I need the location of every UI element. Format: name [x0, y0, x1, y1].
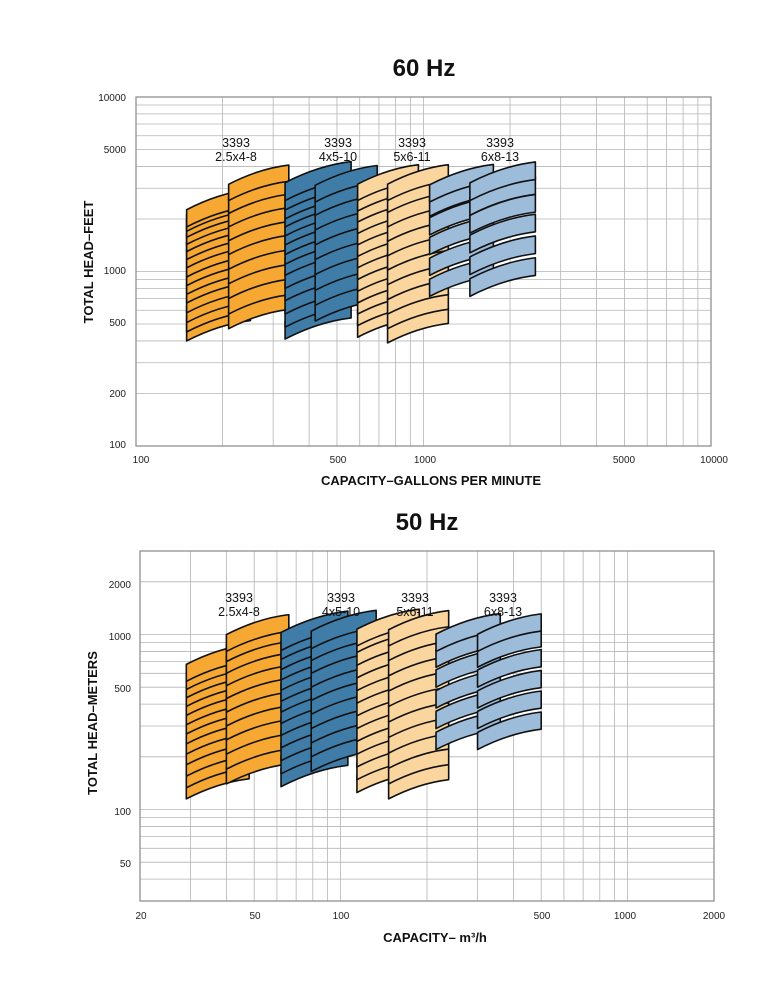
c50-6x8-13-col1-tile1-area: [476, 690, 543, 730]
x-tick-label: 20: [135, 911, 147, 922]
group-size-label: 4x5-10: [322, 605, 360, 619]
c60-4x5-10-col0-tile13-area: [284, 160, 352, 202]
y-tick-label: 500: [109, 318, 126, 329]
chart-50hz-y-tick-labels: 2000 1000 500 100 50: [109, 580, 132, 870]
c60-2.5x4-8-col1-tile9-area: [227, 164, 290, 202]
chart-60hz-y-axis-label: TOTAL HEAD–FEET: [81, 201, 96, 324]
group-model-label: 3393: [489, 591, 517, 605]
group-size-label: 6x8-13: [481, 150, 519, 164]
c50-5x6-11-col0-tile12-area: [356, 608, 421, 647]
chart-50hz-title: 50 Hz: [396, 509, 459, 536]
x-tick-label: 100: [133, 455, 150, 466]
group-model-label: 3393: [324, 136, 352, 150]
x-tick-label: 100: [333, 911, 350, 922]
c50-2.5x4-8-col1-tile10-area: [225, 613, 290, 653]
chart-60hz-coverage-areas: [185, 160, 537, 344]
x-tick-label: 500: [330, 455, 347, 466]
chart-60hz: 60 Hz 10000 5000 1000 500 200 100 100 50…: [81, 55, 728, 488]
group-size-label: 4x5-10: [319, 150, 357, 164]
x-tick-label: 500: [534, 911, 551, 922]
c50-6x8-13-col1-tile5-area: [476, 613, 543, 653]
group-model-label: 3393: [486, 136, 514, 150]
c50-4x5-10-col1-tile9-area: [310, 609, 377, 650]
y-tick-label: 1000: [104, 266, 127, 277]
y-tick-label: 10000: [98, 93, 126, 104]
chart-50hz-coverage-areas: [185, 608, 543, 800]
x-tick-label: 1000: [414, 455, 437, 466]
chart-60hz-plot-frame: [135, 96, 712, 447]
y-tick-label: 500: [114, 684, 131, 695]
y-tick-label: 50: [120, 859, 132, 870]
group-model-label: 3393: [327, 591, 355, 605]
c50-5x6-11-col1-tile10-area: [387, 609, 450, 647]
c50-6x8-13-col1-tile2-area: [476, 669, 543, 709]
chart-50hz-x-axis-label: CAPACITY– m³/h: [383, 930, 487, 945]
chart-50hz-plot-frame: [139, 550, 715, 902]
chart-60hz-x-axis-label: CAPACITY–GALLONS PER MINUTE: [321, 473, 541, 488]
group-size-label: 2.5x4-8: [218, 605, 260, 619]
c60-6x8-13-col1-tile5-area: [469, 161, 537, 202]
c50-6x8-13-col1-tile0-area: [476, 711, 543, 751]
group-model-label: 3393: [401, 591, 429, 605]
y-tick-label: 100: [114, 807, 131, 818]
y-tick-label: 2000: [109, 580, 132, 591]
chart-50hz-y-axis-label: TOTAL HEAD–METERS: [85, 651, 100, 795]
group-size-label: 2.5x4-8: [215, 150, 257, 164]
chart-60hz-x-tick-labels: 100 500 1000 5000 10000: [133, 455, 729, 466]
c60-6x8-13-col1-tile1-area: [469, 235, 537, 276]
y-tick-label: 1000: [109, 632, 132, 643]
c50-6x8-13-col0-tile5-area: [435, 612, 502, 653]
group-model-label: 3393: [222, 136, 250, 150]
x-tick-label: 1000: [614, 911, 637, 922]
y-tick-label: 100: [109, 440, 126, 451]
chart-60hz-y-tick-labels: 10000 5000 1000 500 200 100: [98, 93, 126, 451]
x-tick-label: 5000: [613, 455, 636, 466]
x-tick-label: 50: [249, 911, 261, 922]
c60-5x6-11-col0-tile12-area: [356, 163, 420, 202]
chart-50hz: 50 Hz 2000 1000 500 100 50 20 50 100 500…: [85, 509, 726, 945]
group-size-label: 5x6-11: [393, 150, 430, 164]
c60-4x5-10-col1-tile8-area: [314, 164, 378, 203]
group-size-label: 6x8-13: [484, 605, 522, 619]
chart-50hz-x-tick-labels: 20 50 100 500 1000 2000: [135, 911, 725, 922]
x-tick-label: 2000: [703, 911, 726, 922]
chart-60hz-title: 60 Hz: [393, 55, 456, 82]
x-tick-label: 10000: [700, 455, 728, 466]
c60-5x6-11-col1-tile10-area: [386, 163, 450, 202]
c60-6x8-13-col1-tile2-area: [469, 213, 537, 254]
c50-6x8-13-col1-tile3-area: [476, 648, 543, 688]
chart-60hz-group-labels: 3393 2.5x4-8 3393 4x5-10 3393 5x6-11 339…: [215, 136, 519, 164]
y-tick-label: 5000: [104, 145, 127, 156]
chart-50hz-group-labels: 3393 2.5x4-8 3393 4x5-10 3393 5x6-11 339…: [218, 591, 522, 619]
y-tick-label: 200: [109, 389, 126, 400]
group-model-label: 3393: [398, 136, 426, 150]
group-size-label: 5x6-11: [396, 605, 433, 619]
c60-6x8-13-col0-tile5-area: [428, 163, 495, 203]
group-model-label: 3393: [225, 591, 253, 605]
c60-6x8-13-col1-tile0-area: [469, 256, 537, 298]
